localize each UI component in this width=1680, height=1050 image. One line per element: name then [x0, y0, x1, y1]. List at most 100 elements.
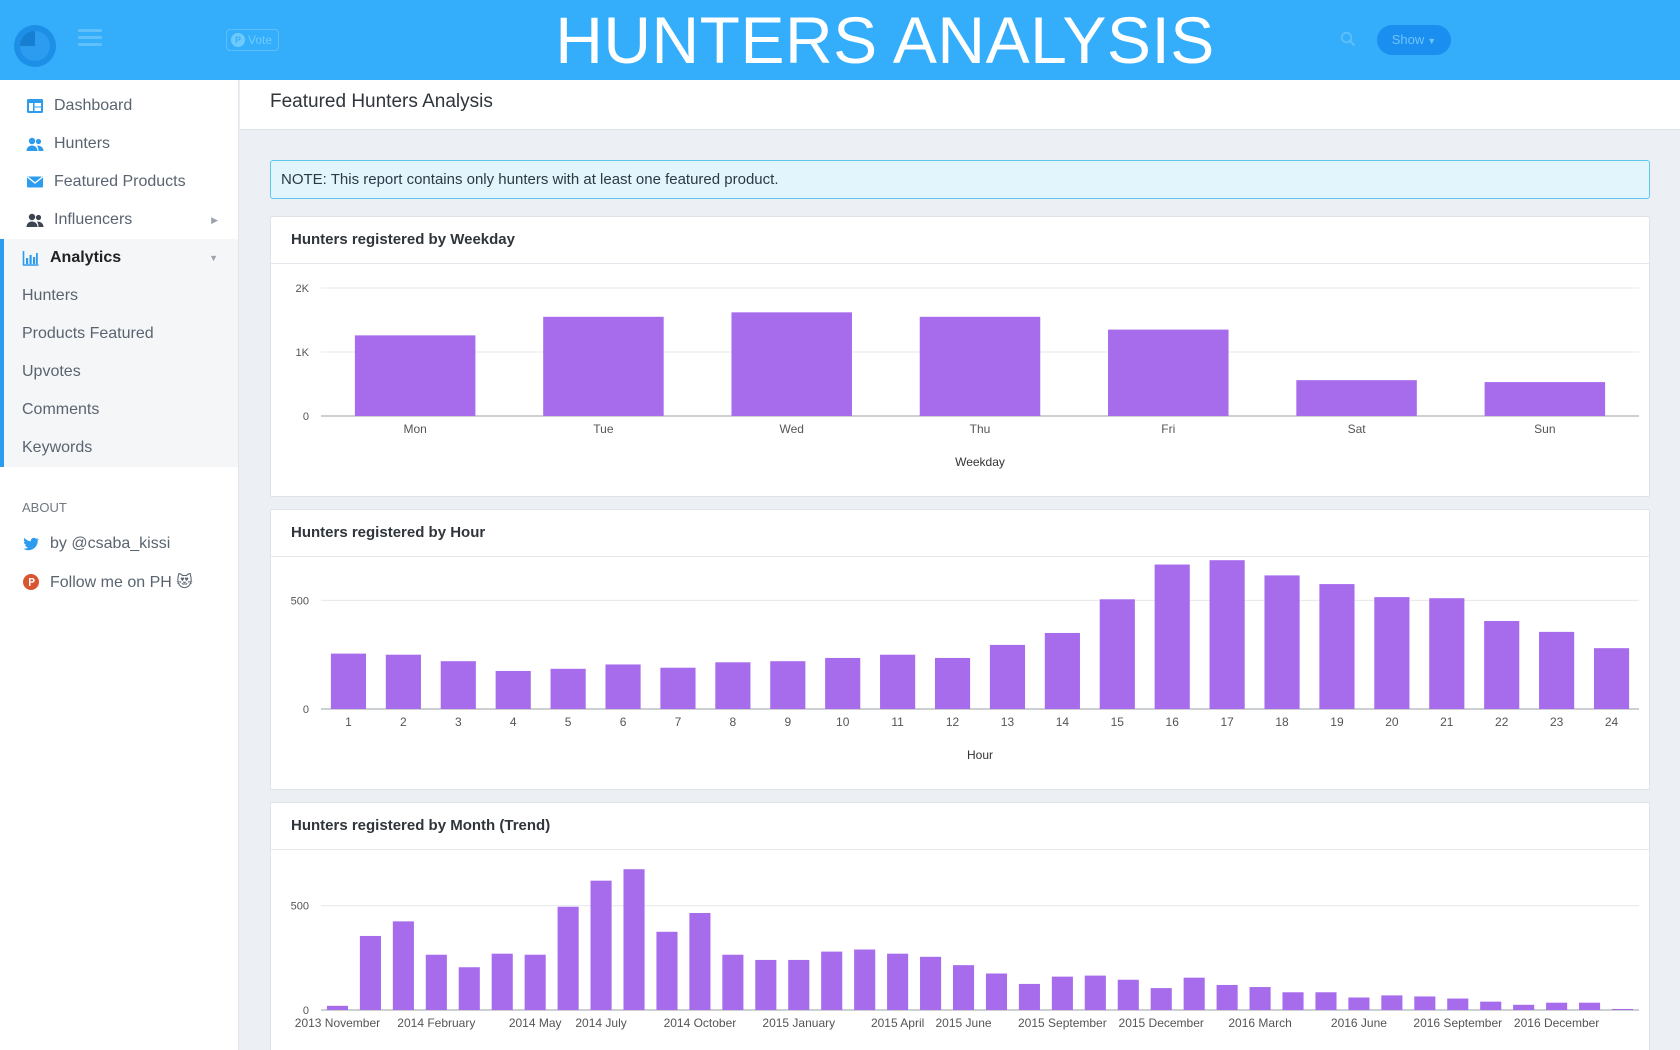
bar: [952, 965, 975, 1010]
sidebar-subitem-hunters[interactable]: Hunters: [4, 277, 238, 315]
info-note: NOTE: This report contains only hunters …: [270, 160, 1650, 199]
bar: [1348, 997, 1370, 1010]
bar: [1447, 998, 1469, 1010]
bar: [1216, 984, 1238, 1010]
bar: [605, 664, 641, 709]
bar: [354, 335, 476, 416]
sidebar-item-hunters[interactable]: Hunters: [4, 125, 238, 163]
x-tick-label: 2: [400, 715, 407, 729]
x-axis-label: Hour: [967, 748, 993, 762]
bar: [770, 661, 806, 709]
chart-title: Hunters registered by Month (Trend): [271, 803, 1649, 850]
sidebar-subitem-label: Upvotes: [22, 363, 81, 380]
x-tick-label: 2015 December: [1119, 1016, 1204, 1030]
bar: [1018, 983, 1040, 1010]
twitter-icon: [23, 537, 40, 551]
twitter-link-label: by @csaba_kissi: [50, 535, 171, 552]
vote-button[interactable]: P Vote: [226, 29, 280, 51]
bar: [330, 653, 367, 709]
x-tick-label: 17: [1220, 715, 1234, 729]
x-tick-label: Tue: [593, 422, 614, 436]
bar: [880, 654, 916, 709]
sidebar-subitem-upvotes[interactable]: Upvotes: [4, 353, 238, 391]
caret-down-icon: ▼: [1427, 36, 1437, 46]
x-tick-label: 4: [510, 715, 517, 729]
y-tick-label: 500: [291, 901, 309, 913]
month-bar-chart: 0 500 2013 November 2014 February 2014 May 20…: [291, 869, 1639, 1030]
search-icon[interactable]: [1340, 31, 1356, 47]
x-tick-label: Wed: [779, 422, 803, 436]
sidebar-item-influencers[interactable]: Influencers ▶: [4, 201, 238, 239]
bar: [1484, 621, 1520, 709]
sidebar-subitem-keywords[interactable]: Keywords: [4, 429, 238, 467]
x-tick-label: 5: [565, 715, 572, 729]
y-tick-label: 2K: [296, 283, 310, 295]
x-tick-label: 2014 February: [397, 1016, 475, 1030]
x-tick-label: 16: [1166, 715, 1180, 729]
x-tick-label: 2015 September: [1018, 1016, 1107, 1030]
bar: [425, 954, 447, 1010]
y-tick-label: 500: [291, 595, 309, 607]
bar: [920, 956, 942, 1010]
users-icon: [26, 137, 44, 151]
x-tick-label: 2016 June: [1331, 1016, 1387, 1030]
bar: [825, 657, 861, 709]
x-tick-label: 7: [675, 715, 682, 729]
menu-toggle-icon[interactable]: [78, 29, 102, 47]
x-tick-label: 2013 November: [295, 1016, 380, 1030]
sidebar-subitem-label: Comments: [22, 401, 100, 418]
producthunt-link[interactable]: Follow me on PH 😻: [0, 563, 238, 601]
bar: [1414, 996, 1436, 1010]
producthunt-icon: P: [231, 33, 245, 47]
weekday-bar-chart: 0 1K 2K Mon Tue Wed Thu Fri Sat Sun Weekday: [296, 283, 1639, 469]
sidebar-subitem-label: Keywords: [22, 439, 93, 456]
bar: [524, 954, 546, 1010]
bar: [1429, 598, 1465, 709]
analytics-group: Analytics ▼ Hunters Products Featured Up…: [0, 239, 238, 467]
sidebar-item-featured-products[interactable]: Featured Products: [4, 163, 238, 201]
bar: [854, 949, 876, 1010]
bar: [731, 312, 852, 416]
bar: [1264, 575, 1300, 709]
bar: [1539, 631, 1575, 709]
bar: [660, 667, 696, 709]
bar: [1611, 1008, 1634, 1010]
bar: [1593, 648, 1630, 709]
x-tick-label: Thu: [970, 422, 991, 436]
bar: [458, 967, 480, 1010]
sidebar-item-label: Featured Products: [54, 173, 186, 190]
bar: [1374, 597, 1410, 709]
x-tick-label: 12: [946, 715, 960, 729]
y-tick-label: 0: [303, 704, 309, 716]
x-tick-label: 2015 January: [762, 1016, 835, 1030]
sidebar-item-label: Influencers: [54, 211, 133, 228]
bar: [985, 973, 1008, 1010]
sidebar-item-analytics[interactable]: Analytics ▼: [4, 239, 238, 277]
x-tick-label: 2016 March: [1228, 1016, 1291, 1030]
sidebar-item-dashboard[interactable]: Dashboard: [4, 87, 238, 125]
x-tick-label: 3: [455, 715, 462, 729]
show-dropdown-button[interactable]: Show ▼: [1377, 25, 1451, 55]
producthunt-icon: [23, 574, 39, 590]
sidebar-item-label: Hunters: [54, 135, 111, 152]
sidebar-subitem-comments[interactable]: Comments: [4, 391, 238, 429]
bar: [788, 959, 810, 1010]
x-tick-label: 6: [620, 715, 627, 729]
x-tick-label: 22: [1495, 715, 1509, 729]
sidebar: Dashboard Hunters Featured Products Infl…: [0, 80, 239, 1050]
bar: [392, 921, 414, 1010]
bar: [543, 316, 664, 416]
x-tick-label: 2016 September: [1413, 1016, 1502, 1030]
bar: [755, 959, 777, 1010]
sidebar-subitem-products-featured[interactable]: Products Featured: [4, 315, 238, 353]
bar: [1249, 987, 1271, 1010]
bar: [1051, 976, 1073, 1010]
bar: [1282, 992, 1304, 1010]
twitter-link[interactable]: by @csaba_kissi: [0, 525, 238, 563]
bar: [656, 931, 678, 1010]
y-tick-label: 0: [303, 411, 309, 423]
show-label: Show: [1391, 32, 1425, 47]
bar: [550, 668, 586, 709]
app-logo[interactable]: [14, 25, 56, 67]
